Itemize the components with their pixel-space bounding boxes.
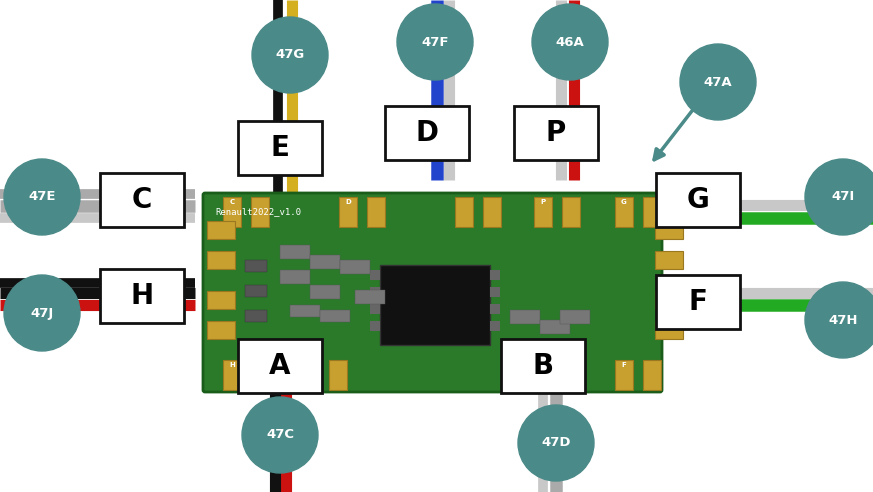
Text: G: G xyxy=(687,186,710,214)
Bar xyxy=(367,197,385,227)
Text: 47I: 47I xyxy=(831,190,855,204)
Bar xyxy=(207,321,235,339)
Bar xyxy=(320,310,350,322)
Bar xyxy=(655,221,683,239)
Text: A: A xyxy=(307,362,313,368)
Bar xyxy=(655,321,683,339)
Circle shape xyxy=(680,44,756,120)
FancyBboxPatch shape xyxy=(656,173,740,227)
Bar xyxy=(510,340,538,350)
FancyBboxPatch shape xyxy=(203,193,662,392)
Text: 46A: 46A xyxy=(555,35,584,49)
Bar xyxy=(615,360,633,390)
Bar xyxy=(310,255,340,269)
Bar xyxy=(251,360,269,390)
Bar xyxy=(355,290,385,304)
Text: 47C: 47C xyxy=(266,429,294,441)
Circle shape xyxy=(252,17,328,93)
Bar xyxy=(223,197,241,227)
Text: D: D xyxy=(416,119,438,147)
FancyBboxPatch shape xyxy=(238,121,322,175)
Text: D: D xyxy=(345,199,351,205)
Bar xyxy=(370,270,380,280)
Bar xyxy=(510,310,540,324)
Bar xyxy=(251,197,269,227)
Bar xyxy=(370,304,380,314)
Text: P: P xyxy=(546,119,566,147)
Text: C: C xyxy=(132,186,152,214)
Text: 47J: 47J xyxy=(31,307,53,319)
Bar xyxy=(207,251,235,269)
Bar xyxy=(310,285,340,299)
Bar xyxy=(655,291,683,309)
Bar xyxy=(280,270,310,284)
Bar xyxy=(370,321,380,331)
Circle shape xyxy=(805,159,873,235)
Text: B: B xyxy=(527,362,533,368)
FancyBboxPatch shape xyxy=(385,106,469,160)
FancyBboxPatch shape xyxy=(501,339,585,393)
Text: B: B xyxy=(533,352,553,380)
Bar xyxy=(643,360,661,390)
Circle shape xyxy=(4,275,80,351)
Circle shape xyxy=(4,159,80,235)
Text: F: F xyxy=(689,288,707,316)
Bar xyxy=(655,251,683,269)
FancyBboxPatch shape xyxy=(656,275,740,329)
Text: 47F: 47F xyxy=(422,35,449,49)
Bar xyxy=(339,197,357,227)
Bar xyxy=(540,320,570,334)
Bar xyxy=(540,340,568,350)
Text: A: A xyxy=(269,352,291,380)
Text: G: G xyxy=(621,199,627,205)
Circle shape xyxy=(532,4,608,80)
Bar xyxy=(245,285,267,297)
Bar xyxy=(490,287,500,297)
Bar xyxy=(483,197,501,227)
FancyBboxPatch shape xyxy=(238,339,322,393)
Circle shape xyxy=(518,405,594,481)
Text: P: P xyxy=(540,199,546,205)
Bar xyxy=(521,360,539,390)
Bar xyxy=(490,304,500,314)
Text: H: H xyxy=(130,282,154,310)
Text: 47A: 47A xyxy=(704,75,732,89)
Text: Renault2022_v1.0: Renault2022_v1.0 xyxy=(215,207,301,216)
Bar xyxy=(643,197,661,227)
Bar xyxy=(245,310,267,322)
Bar xyxy=(207,291,235,309)
Bar xyxy=(560,310,590,324)
Bar xyxy=(301,360,319,390)
Bar xyxy=(549,360,567,390)
Text: 47H: 47H xyxy=(828,313,858,327)
Bar xyxy=(455,197,473,227)
Circle shape xyxy=(397,4,473,80)
Text: 47D: 47D xyxy=(541,436,571,450)
Text: F: F xyxy=(622,362,626,368)
Bar xyxy=(245,260,267,272)
Bar xyxy=(615,197,633,227)
Text: H: H xyxy=(229,362,235,368)
FancyBboxPatch shape xyxy=(514,106,598,160)
Bar xyxy=(490,270,500,280)
Bar xyxy=(380,265,490,345)
Text: C: C xyxy=(230,199,235,205)
Bar xyxy=(207,221,235,239)
FancyBboxPatch shape xyxy=(100,269,184,323)
Bar xyxy=(340,260,370,274)
Bar xyxy=(290,305,320,317)
Text: 47G: 47G xyxy=(275,49,305,62)
Text: E: E xyxy=(271,134,290,162)
Bar xyxy=(223,360,241,390)
Bar xyxy=(329,360,347,390)
Text: 47E: 47E xyxy=(28,190,56,204)
Bar xyxy=(370,287,380,297)
Circle shape xyxy=(242,397,318,473)
Circle shape xyxy=(805,282,873,358)
Bar xyxy=(534,197,552,227)
Bar xyxy=(490,321,500,331)
Bar xyxy=(280,245,310,259)
FancyBboxPatch shape xyxy=(100,173,184,227)
Bar xyxy=(562,197,580,227)
